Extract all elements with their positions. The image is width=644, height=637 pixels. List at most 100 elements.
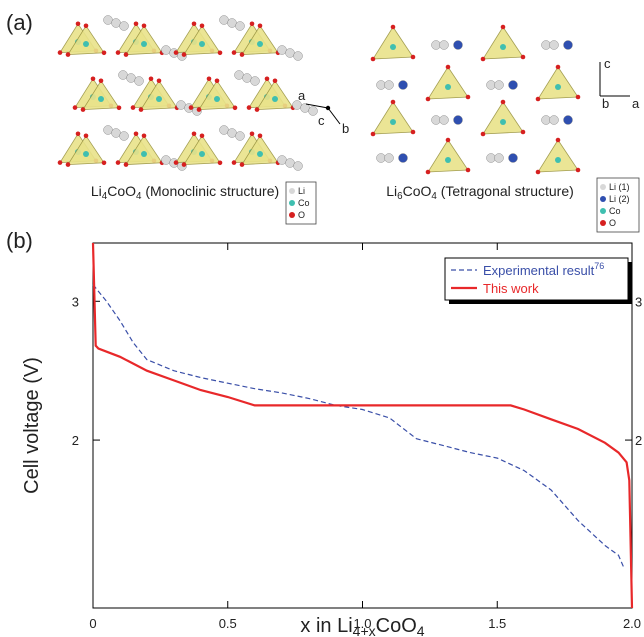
caption: (Tetragonal structure) — [437, 183, 574, 199]
o-atom — [250, 22, 255, 27]
li-atom — [399, 154, 408, 163]
polyhedron — [373, 102, 413, 134]
o-atom — [215, 79, 220, 84]
li-atom — [104, 16, 113, 25]
legend-label: Li (1) — [609, 182, 630, 192]
o-atom — [232, 50, 237, 55]
li-atom — [278, 156, 287, 165]
o-atom — [240, 162, 245, 167]
o-atom — [99, 79, 104, 84]
co-atom — [500, 119, 506, 125]
axis-name: b — [342, 121, 349, 136]
o-atom — [371, 57, 376, 62]
li-atom — [309, 107, 318, 116]
o-atom — [182, 52, 187, 57]
o-atom — [142, 134, 147, 139]
legend-superscript: 76 — [594, 261, 604, 271]
li-atom — [236, 132, 245, 141]
li-atom — [278, 46, 287, 55]
o-atom — [66, 162, 71, 167]
formula-label: Li4CoO4 (Monoclinic structure) — [91, 183, 279, 202]
o-atom — [58, 160, 63, 165]
o-atom — [411, 55, 416, 60]
o-atom — [521, 130, 526, 135]
o-atom — [247, 105, 252, 110]
legend-swatch — [600, 220, 606, 226]
li-atom — [135, 77, 144, 86]
legend-label: O — [609, 218, 616, 228]
o-atom — [218, 161, 223, 166]
polyhedron — [538, 140, 578, 172]
li-atom — [564, 116, 573, 125]
x-tick-label: 0.5 — [219, 616, 237, 631]
li-atom — [104, 126, 113, 135]
li-atom — [119, 71, 128, 80]
li-atom — [550, 116, 559, 125]
o-atom — [466, 168, 471, 173]
o-atom — [192, 22, 197, 27]
o-atom — [149, 77, 154, 82]
o-atom — [134, 22, 139, 27]
o-atom — [426, 170, 431, 175]
li-atom — [162, 46, 171, 55]
co-atom — [390, 44, 396, 50]
axis-name: a — [298, 88, 306, 103]
o-atom — [258, 24, 263, 29]
li-atom — [440, 116, 449, 125]
li-atom — [120, 22, 129, 31]
li-atom — [432, 116, 441, 125]
li-atom — [377, 81, 386, 90]
o-atom — [576, 95, 581, 100]
polyhedron — [483, 102, 523, 134]
o-atom — [391, 100, 396, 105]
li-atom — [509, 154, 518, 163]
co-atom — [272, 96, 278, 102]
data-line — [93, 285, 624, 568]
legend-label: This work — [483, 281, 539, 296]
o-atom — [200, 24, 205, 29]
formula-part: 4 — [417, 623, 425, 637]
li-atom — [112, 19, 121, 28]
x-tick-label: 1.5 — [488, 616, 506, 631]
li-atom — [235, 71, 244, 80]
figure: LiCoOLi (1)Li (2)CoOacbcba (a) (b) Li4Co… — [0, 0, 644, 637]
o-atom — [481, 132, 486, 137]
li-atom — [487, 81, 496, 90]
co-atom — [555, 157, 561, 163]
o-atom — [189, 105, 194, 110]
li-atom — [542, 41, 551, 50]
o-atom — [371, 132, 376, 137]
co-atom — [83, 41, 89, 47]
o-atom — [182, 162, 187, 167]
li-atom — [377, 154, 386, 163]
li-atom — [286, 159, 295, 168]
co-atom — [214, 96, 220, 102]
o-atom — [240, 52, 245, 57]
y-tick-label: 3 — [635, 294, 642, 309]
co-atom — [98, 96, 104, 102]
o-atom — [58, 50, 63, 55]
axis-arrow — [328, 108, 340, 124]
o-atom — [91, 77, 96, 82]
o-atom — [207, 77, 212, 82]
co-atom — [555, 84, 561, 90]
o-atom — [265, 77, 270, 82]
li-atom — [251, 77, 260, 86]
caption: (Monoclinic structure) — [141, 183, 279, 199]
legend-swatch — [600, 208, 606, 214]
li-atom — [294, 162, 303, 171]
o-atom — [131, 105, 136, 110]
co-atom — [445, 84, 451, 90]
o-atom — [76, 132, 81, 137]
panel-label: (a) — [6, 10, 33, 35]
o-atom — [142, 24, 147, 29]
polyhedron — [538, 67, 578, 99]
li-atom — [440, 41, 449, 50]
o-atom — [117, 106, 122, 111]
o-atom — [200, 134, 205, 139]
li-atom — [542, 116, 551, 125]
li-atom — [228, 129, 237, 138]
li-atom — [509, 81, 518, 90]
o-atom — [124, 162, 129, 167]
li-atom — [454, 116, 463, 125]
